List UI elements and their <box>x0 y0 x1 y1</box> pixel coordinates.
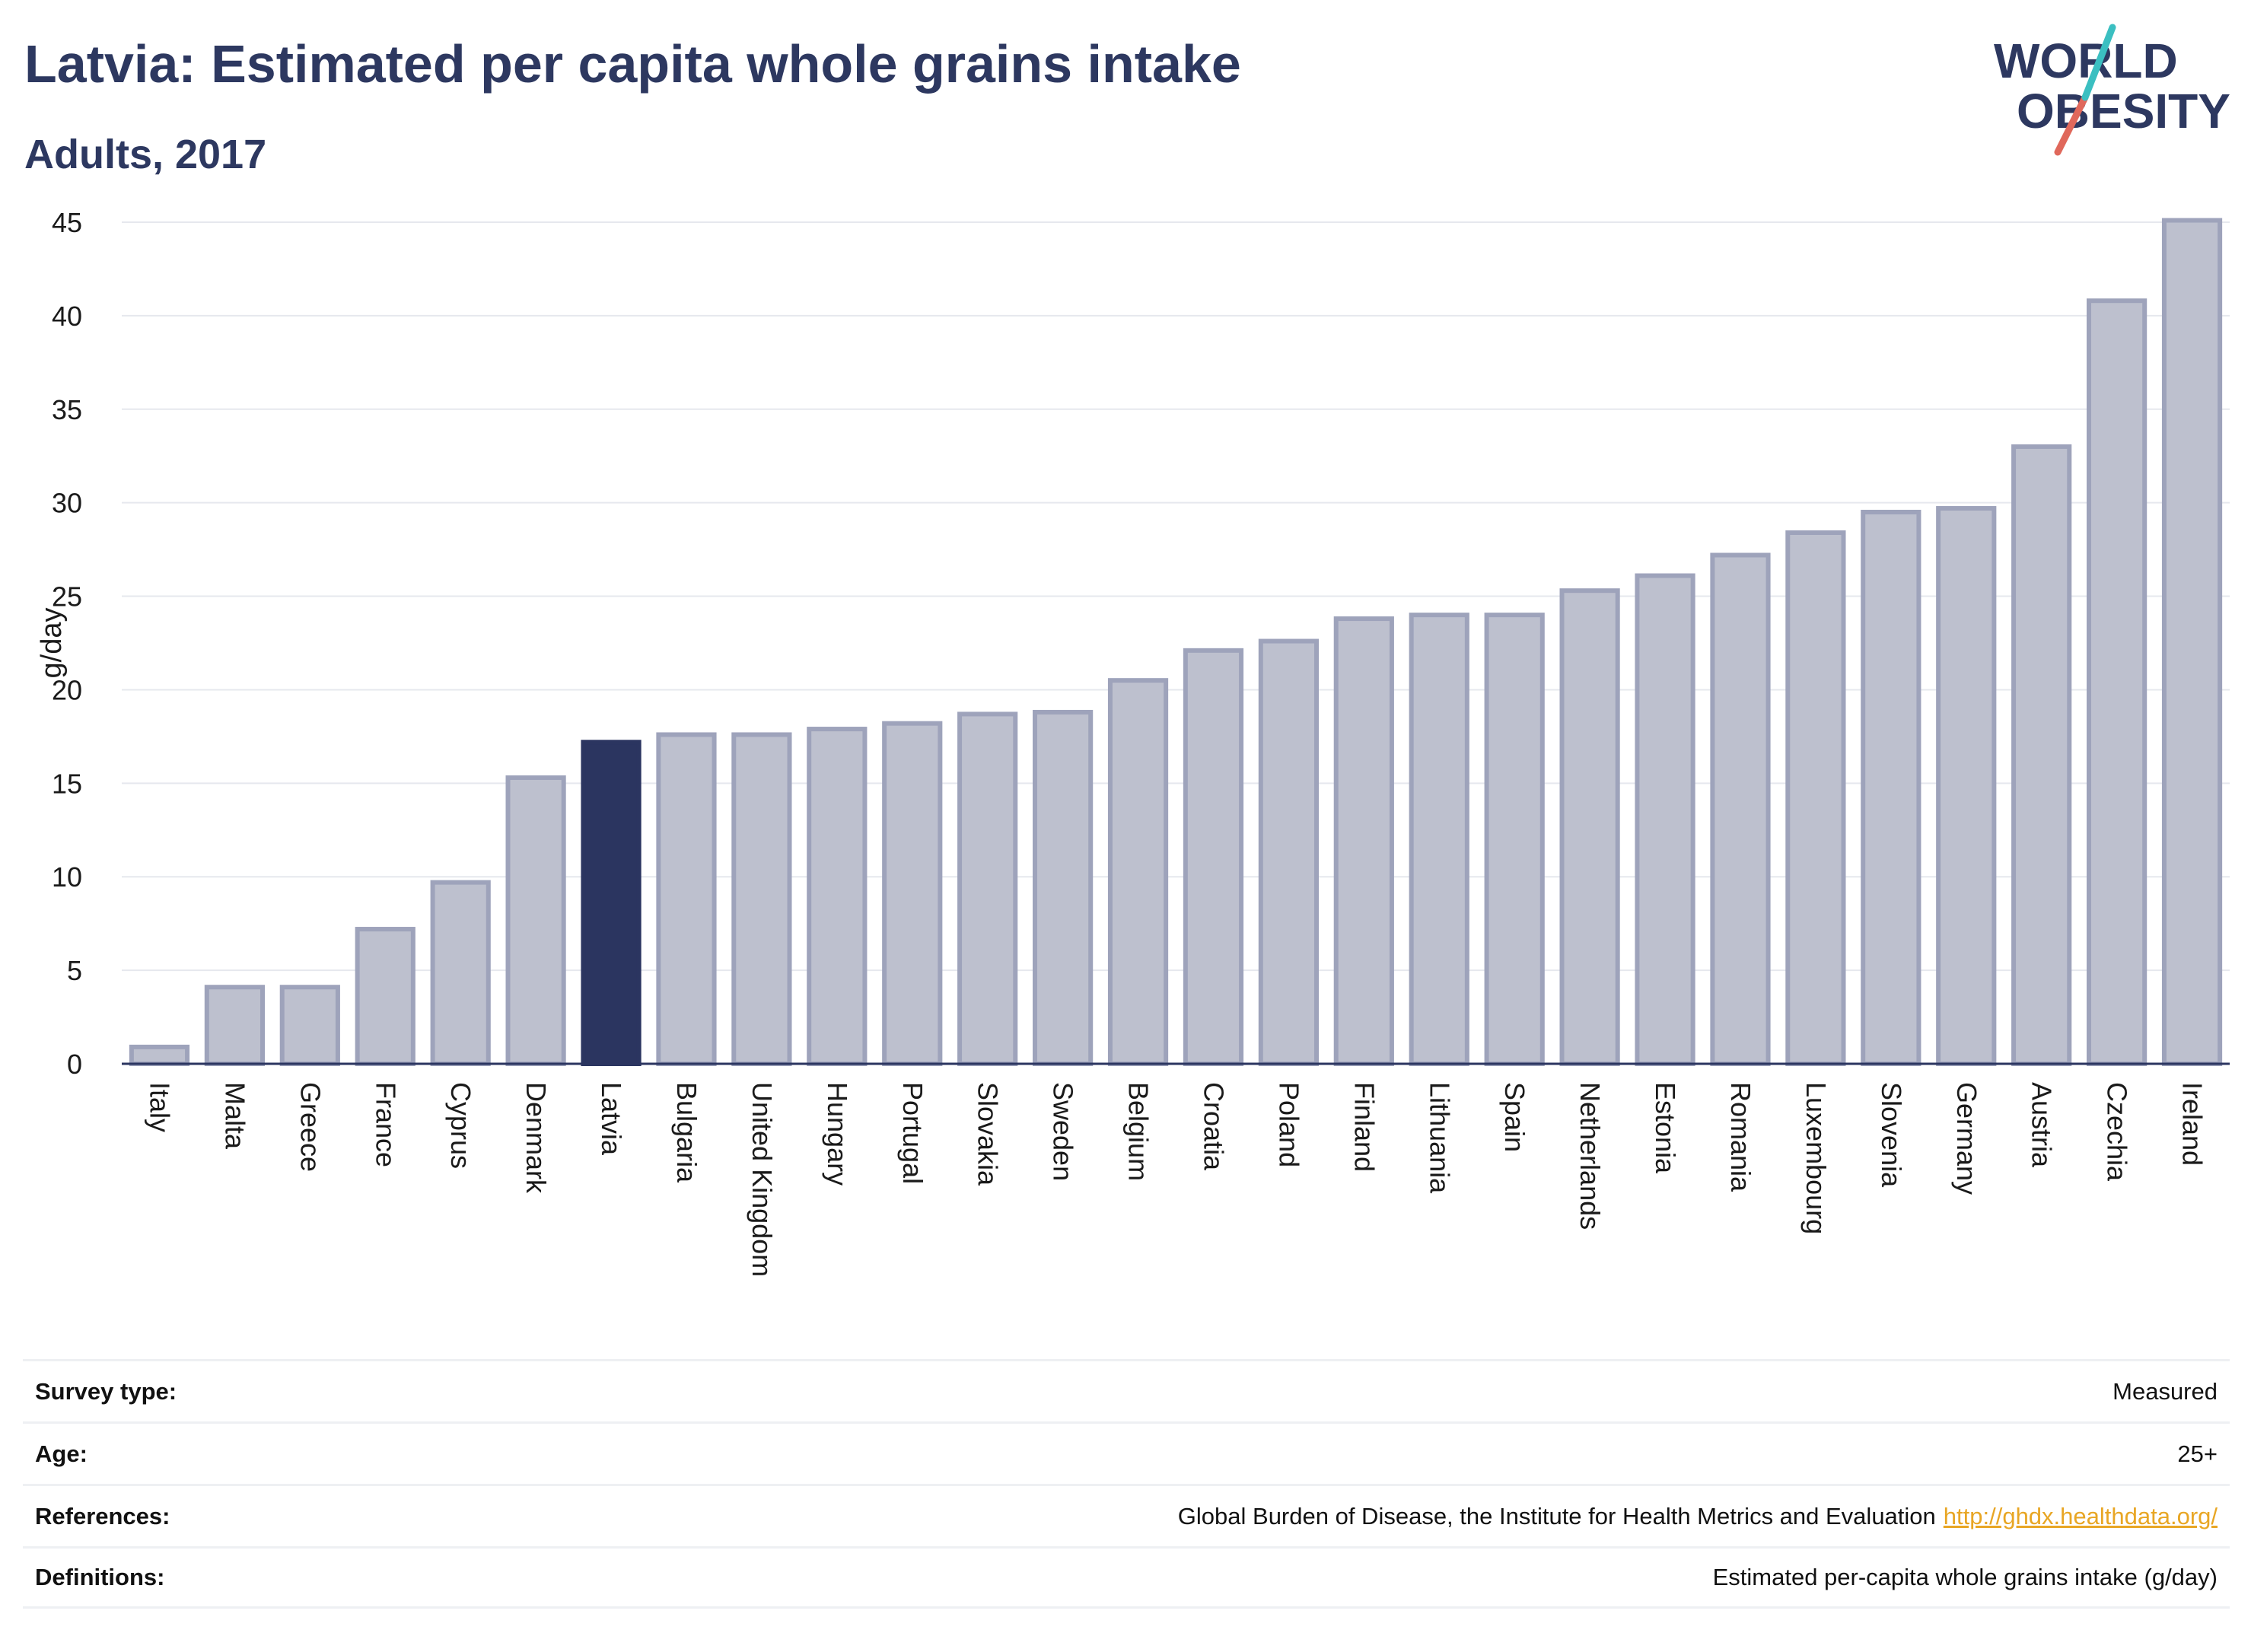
info-row-age: Age: 25+ <box>23 1421 2230 1484</box>
y-tick-label: 40 <box>52 301 82 332</box>
survey-type-value: Measured <box>2113 1377 2218 1405</box>
x-category-label: Romania <box>1725 1082 1756 1192</box>
y-tick-label: 20 <box>52 674 82 705</box>
chart-title: Latvia: Estimated per capita whole grain… <box>24 34 1241 94</box>
info-row-references: References: Global Burden of Disease, th… <box>23 1484 2230 1546</box>
bar-bulgaria <box>656 732 717 1066</box>
world-obesity-logo: WORLD OBESITY <box>1994 24 2230 156</box>
bar-slovenia <box>1861 509 1921 1066</box>
survey-type-label: Survey type: <box>35 1377 177 1405</box>
references-value: Global Burden of Disease, the Institute … <box>1178 1503 2218 1530</box>
bar-romania <box>1710 552 1771 1066</box>
x-category-label: Cyprus <box>445 1082 476 1169</box>
bar-italy <box>129 1044 190 1067</box>
logo-line-obesity: OBESITY <box>2017 84 2230 138</box>
y-tick-label: 0 <box>67 1049 82 1080</box>
x-category-label: Finland <box>1348 1082 1380 1172</box>
info-table: Survey type: Measured Age: 25+ Reference… <box>23 1359 2230 1609</box>
references-text: Global Burden of Disease, the Institute … <box>1177 1502 1936 1529</box>
x-category-label: Lithuania <box>1424 1082 1455 1194</box>
y-tick-label: 15 <box>52 768 82 799</box>
logo-line-world: WORLD <box>1994 33 2178 88</box>
x-category-label: Denmark <box>521 1082 552 1194</box>
bar-poland <box>1258 638 1319 1066</box>
x-category-label: Hungary <box>822 1082 853 1186</box>
x-category-label: Portugal <box>897 1082 928 1184</box>
x-category-label: Slovakia <box>973 1082 1004 1186</box>
y-tick-label: 5 <box>67 955 82 986</box>
bar-france <box>355 927 415 1066</box>
definitions-label: Definitions: <box>35 1564 165 1590</box>
y-tick-label: 30 <box>52 488 82 519</box>
bar-germany <box>1936 506 1997 1067</box>
x-category-label: Belgium <box>1123 1082 1154 1181</box>
x-category-label: Sweden <box>1048 1082 1079 1181</box>
x-category-label: Austria <box>2027 1082 2058 1168</box>
bar-estonia <box>1635 573 1695 1066</box>
y-tick-label: 25 <box>52 581 82 613</box>
x-category-label: Czechia <box>2102 1082 2133 1182</box>
age-value: 25+ <box>2177 1440 2218 1467</box>
y-axis-title: g/day <box>36 608 68 679</box>
bar-hungary <box>807 727 868 1067</box>
x-category-label: France <box>370 1082 401 1167</box>
bar-denmark <box>505 775 566 1067</box>
x-category-label: Croatia <box>1198 1082 1229 1171</box>
bar-luxembourg <box>1785 530 1846 1067</box>
x-category-label: Netherlands <box>1574 1082 1606 1230</box>
bar-slovakia <box>957 711 1018 1066</box>
definitions-value: Estimated per-capita whole grains intake… <box>1712 1564 2218 1590</box>
bar-sweden <box>1033 709 1094 1067</box>
x-axis-labels: Italy Malta Greece France Cyprus Denmark Latvi… <box>144 1082 2208 1277</box>
age-label: Age: <box>35 1440 88 1467</box>
bar-netherlands <box>1559 588 1620 1066</box>
x-category-label: Poland <box>1273 1082 1304 1167</box>
references-label: References: <box>35 1502 170 1529</box>
x-category-label: Germany <box>1951 1082 1982 1195</box>
bar-finland <box>1333 616 1394 1066</box>
bar-spain <box>1484 613 1545 1066</box>
x-category-label: Malta <box>219 1082 250 1150</box>
bar-croatia <box>1183 648 1244 1066</box>
bar-lithuania <box>1409 613 1469 1066</box>
bar-latvia <box>581 740 642 1066</box>
x-category-label: Italy <box>144 1082 175 1132</box>
chart-subtitle: Adults, 2017 <box>24 132 267 177</box>
bar-united-kingdom <box>731 732 792 1066</box>
info-row-definitions: Definitions: Estimated per-capita whole … <box>23 1546 2230 1609</box>
x-category-label: Bulgaria <box>671 1082 702 1183</box>
bar-portugal <box>882 721 943 1066</box>
bars <box>129 218 2223 1067</box>
bar-malta <box>204 985 265 1066</box>
bar-czechia <box>2087 298 2148 1066</box>
bar-ireland <box>2161 218 2223 1066</box>
x-category-label: United Kingdom <box>747 1082 778 1277</box>
x-category-label: Spain <box>1499 1082 1530 1152</box>
y-tick-label: 10 <box>52 861 82 893</box>
y-axis-ticks: 0 5 10 15 20 25 30 35 40 45 <box>52 207 82 1080</box>
bar-greece <box>279 985 340 1066</box>
x-category-label: Greece <box>295 1082 326 1172</box>
info-row-survey-type: Survey type: Measured <box>23 1359 2230 1421</box>
x-category-label: Ireland <box>2177 1082 2208 1166</box>
x-category-label: Latvia <box>596 1082 627 1156</box>
references-link[interactable]: http://ghdx.healthdata.org/ <box>1943 1502 2218 1529</box>
bar-austria <box>2011 444 2072 1066</box>
bar-chart: 0 5 10 15 20 25 30 35 40 45 Italy Malta Greece Franc… <box>36 207 2230 1277</box>
x-category-label: Luxembourg <box>1800 1082 1832 1234</box>
y-tick-label: 45 <box>52 207 82 238</box>
bar-belgium <box>1107 678 1169 1067</box>
bar-cyprus <box>430 880 491 1067</box>
x-category-label: Estonia <box>1650 1082 1681 1174</box>
y-tick-label: 35 <box>52 394 82 425</box>
x-category-label: Slovenia <box>1876 1082 1907 1188</box>
